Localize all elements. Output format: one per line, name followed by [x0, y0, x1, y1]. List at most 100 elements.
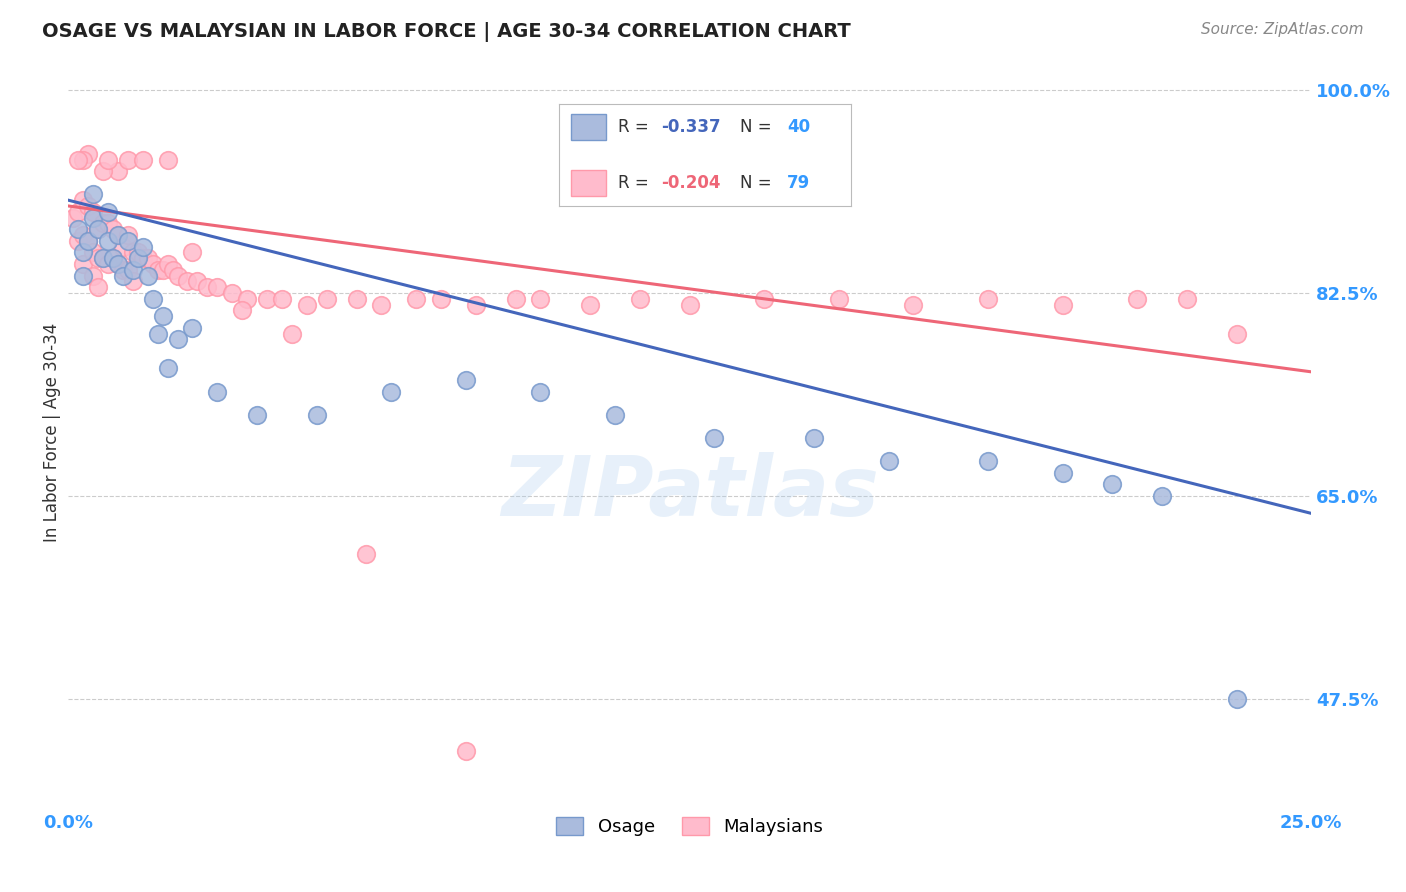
- Point: [111, 262, 134, 277]
- Point: [529, 384, 551, 399]
- Point: [803, 431, 825, 445]
- Point: [111, 268, 134, 283]
- Point: [131, 251, 153, 265]
- Point: [107, 257, 129, 271]
- Point: [91, 251, 114, 265]
- Point: [186, 274, 208, 288]
- Point: [97, 216, 120, 230]
- Point: [62, 211, 84, 225]
- Point: [67, 204, 90, 219]
- Point: [127, 245, 149, 260]
- Point: [142, 292, 165, 306]
- Point: [152, 262, 174, 277]
- Point: [107, 257, 129, 271]
- Point: [91, 251, 114, 265]
- Point: [146, 262, 169, 277]
- Point: [87, 222, 110, 236]
- Point: [315, 292, 337, 306]
- Point: [305, 408, 328, 422]
- Point: [91, 164, 114, 178]
- Point: [107, 227, 129, 242]
- Point: [82, 204, 104, 219]
- Point: [107, 227, 129, 242]
- Point: [97, 204, 120, 219]
- Point: [77, 146, 100, 161]
- Point: [281, 326, 304, 341]
- Point: [505, 292, 527, 306]
- Point: [82, 187, 104, 202]
- Point: [131, 153, 153, 167]
- Point: [405, 292, 427, 306]
- Point: [977, 292, 1000, 306]
- Point: [295, 297, 318, 311]
- Point: [131, 239, 153, 253]
- Point: [903, 297, 925, 311]
- Point: [152, 309, 174, 323]
- Point: [72, 153, 94, 167]
- Point: [246, 408, 269, 422]
- Point: [117, 227, 139, 242]
- Point: [236, 292, 259, 306]
- Text: OSAGE VS MALAYSIAN IN LABOR FORCE | AGE 30-34 CORRELATION CHART: OSAGE VS MALAYSIAN IN LABOR FORCE | AGE …: [42, 22, 851, 42]
- Point: [136, 268, 159, 283]
- Point: [356, 547, 378, 561]
- Point: [97, 234, 120, 248]
- Point: [1225, 326, 1247, 341]
- Point: [156, 257, 179, 271]
- Point: [181, 245, 204, 260]
- Point: [111, 239, 134, 253]
- Point: [678, 297, 700, 311]
- Legend: Osage, Malaysians: Osage, Malaysians: [547, 808, 832, 846]
- Text: Source: ZipAtlas.com: Source: ZipAtlas.com: [1201, 22, 1364, 37]
- Point: [1175, 292, 1198, 306]
- Point: [166, 332, 188, 346]
- Point: [82, 211, 104, 225]
- Point: [754, 292, 776, 306]
- Point: [346, 292, 368, 306]
- Point: [101, 251, 124, 265]
- Point: [72, 245, 94, 260]
- Point: [146, 326, 169, 341]
- Point: [136, 251, 159, 265]
- Point: [430, 292, 453, 306]
- Point: [72, 257, 94, 271]
- Point: [142, 257, 165, 271]
- Point: [221, 285, 243, 300]
- Point: [156, 361, 179, 376]
- Point: [117, 153, 139, 167]
- Point: [72, 193, 94, 207]
- Point: [67, 153, 90, 167]
- Point: [72, 227, 94, 242]
- Point: [703, 431, 725, 445]
- Point: [454, 744, 477, 758]
- Point: [1052, 297, 1074, 311]
- Point: [72, 268, 94, 283]
- Point: [67, 222, 90, 236]
- Point: [127, 251, 149, 265]
- Text: ZIPatlas: ZIPatlas: [501, 452, 879, 533]
- Point: [579, 297, 602, 311]
- Point: [454, 373, 477, 387]
- Y-axis label: In Labor Force | Age 30-34: In Labor Force | Age 30-34: [44, 323, 62, 541]
- Point: [162, 262, 184, 277]
- Point: [370, 297, 392, 311]
- Point: [181, 320, 204, 334]
- Point: [121, 245, 143, 260]
- Point: [603, 408, 626, 422]
- Point: [121, 262, 143, 277]
- Point: [166, 268, 188, 283]
- Point: [380, 384, 402, 399]
- Point: [828, 292, 851, 306]
- Point: [271, 292, 294, 306]
- Point: [231, 303, 253, 318]
- Point: [156, 153, 179, 167]
- Point: [529, 292, 551, 306]
- Point: [176, 274, 198, 288]
- Point: [82, 245, 104, 260]
- Point: [1150, 489, 1173, 503]
- Point: [77, 234, 100, 248]
- Point: [117, 234, 139, 248]
- Point: [464, 297, 486, 311]
- Point: [1126, 292, 1149, 306]
- Point: [87, 251, 110, 265]
